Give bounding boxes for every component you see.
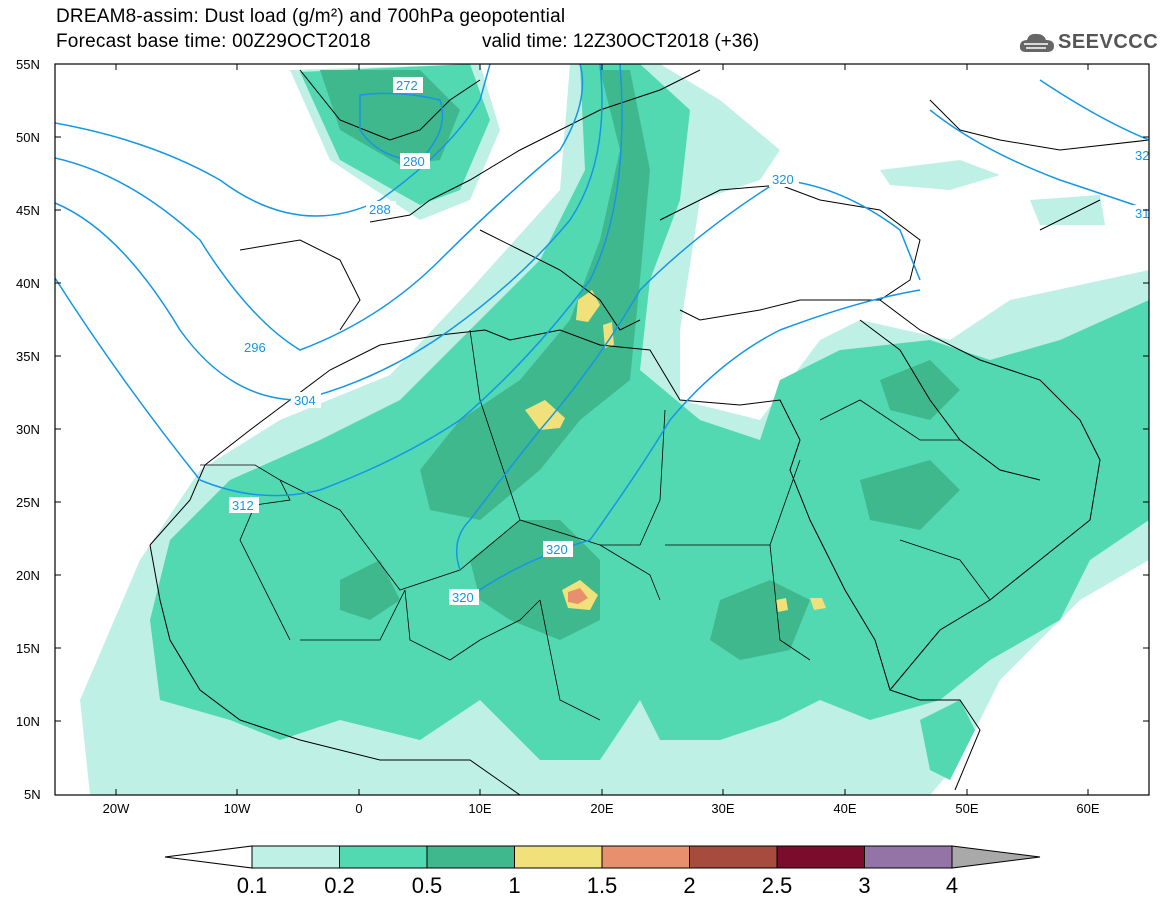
colorbar-tick-label: 0.1 (237, 873, 268, 898)
contour-labels: 272 280 288 296 304 312 320 320 320 32 3… (229, 77, 1149, 605)
contour-label: 304 (294, 393, 316, 408)
lon-label: 30E (711, 801, 734, 816)
lon-label: 20W (103, 801, 130, 816)
seevccc-logo: SEEVCCC (1018, 30, 1158, 56)
lon-label: 10E (468, 801, 491, 816)
colorbar-tick-label: 0.5 (412, 873, 443, 898)
longitude-labels: 20W 10W 0 10E 20E 30E 40E 50E 60E (103, 801, 1100, 816)
lon-label: 20E (590, 801, 613, 816)
lat-label: 20N (16, 568, 40, 583)
colorbar-tick-label: 2.5 (762, 873, 793, 898)
lat-label: 15N (16, 641, 40, 656)
lat-label: 45N (16, 203, 40, 218)
map-title: DREAM8-assim: Dust load (g/m²) and 700hP… (56, 6, 566, 27)
coastlines (149, 69, 1149, 795)
colorbar-tick-label: 1 (508, 873, 520, 898)
lat-label: 30N (16, 422, 40, 437)
lat-label: 50N (16, 130, 40, 145)
lat-label: 5N (24, 787, 41, 802)
colorbar-box (776, 845, 865, 869)
contour-label: 320 (772, 172, 794, 187)
lon-label: 50E (955, 801, 978, 816)
dust-1.5-2 (568, 588, 588, 604)
map-plot-area: 272 280 288 296 304 312 320 320 320 32 3… (55, 64, 1149, 795)
colorbar-tick-label: 4 (946, 873, 958, 898)
colorbar-box (514, 845, 603, 869)
cloud-icon (1019, 33, 1054, 52)
lat-label: 40N (16, 276, 40, 291)
contour-label: 288 (369, 202, 391, 217)
colorbar-box (251, 845, 340, 869)
lat-label: 55N (16, 57, 40, 72)
colorbar-box (339, 845, 428, 869)
colorbar-box (426, 845, 515, 869)
country-borders (200, 329, 991, 721)
colorbar-tick-label: 1.5 (587, 873, 618, 898)
contour-label: 32 (1135, 148, 1149, 163)
logo-text: SEEVCCC (1058, 31, 1159, 53)
colorbar-tick-label: 2 (683, 873, 695, 898)
colorbar-over-triangle (951, 845, 1041, 869)
colorbar: 0.1 0.2 0.5 1 1.5 2 2.5 3 4 (164, 845, 1041, 898)
contour-label: 320 (546, 542, 568, 557)
contour-label: 312 (232, 498, 254, 513)
valid-time: valid time: 12Z30OCT2018 (+36) (482, 31, 760, 52)
lon-label: 60E (1076, 801, 1099, 816)
lon-label: 0 (355, 801, 362, 816)
lon-label: 40E (833, 801, 856, 816)
latitude-labels: 55N 50N 45N 40N 35N 30N 25N 20N 15N 10N … (16, 57, 41, 802)
lat-label: 35N (16, 349, 40, 364)
lat-label: 10N (16, 714, 40, 729)
contour-label: 280 (403, 154, 425, 169)
contour-label: 31 (1135, 206, 1149, 221)
colorbar-box (689, 845, 778, 869)
colorbar-box (601, 845, 690, 869)
contour-label: 320 (452, 590, 474, 605)
lat-label: 25N (16, 495, 40, 510)
contour-label: 272 (396, 78, 418, 93)
lon-label: 10W (224, 801, 251, 816)
contour-label: 296 (244, 340, 266, 355)
colorbar-under-triangle (164, 845, 253, 869)
geopotential-contours (55, 64, 1149, 601)
forecast-base-time: Forecast base time: 00Z29OCT2018 (56, 31, 371, 52)
axis-ticks (55, 63, 1149, 796)
colorbar-tick-label: 0.2 (324, 873, 355, 898)
colorbar-tick-label: 3 (858, 873, 870, 898)
colorbar-box (864, 845, 953, 869)
